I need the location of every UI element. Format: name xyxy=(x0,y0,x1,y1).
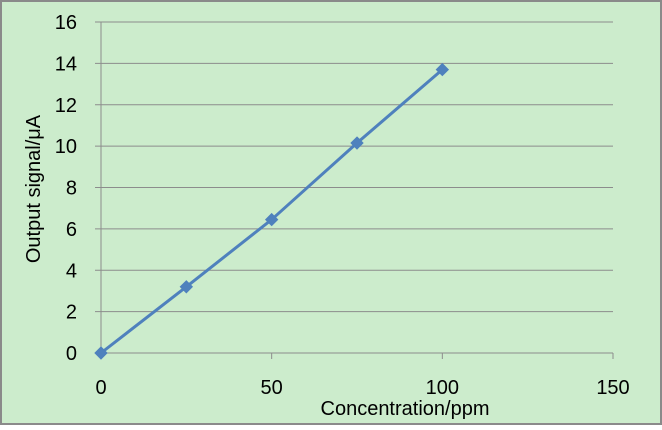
tick-labels: 0 2 4 6 8 10 12 14 16 0 50 100 150 xyxy=(55,12,630,399)
y-tick-label: 4 xyxy=(66,260,77,282)
x-tick-label: 100 xyxy=(426,377,459,399)
data-point-marker xyxy=(264,212,279,227)
data-point-marker xyxy=(179,280,194,294)
y-tick-label: 8 xyxy=(66,178,77,200)
series xyxy=(94,62,450,360)
x-tick-label: 50 xyxy=(261,377,283,399)
data-point-marker xyxy=(435,62,450,77)
y-tick-label: 16 xyxy=(55,12,77,34)
y-tick-label: 10 xyxy=(55,136,77,158)
y-tick-label: 0 xyxy=(66,343,77,365)
x-tick-label: 150 xyxy=(596,377,629,399)
data-point-marker xyxy=(350,136,364,150)
gridlines xyxy=(95,21,613,354)
data-point-marker xyxy=(94,346,108,360)
y-tick-label: 14 xyxy=(55,53,77,75)
y-tick-label: 2 xyxy=(66,302,77,324)
x-tick-label: 0 xyxy=(95,377,106,399)
y-axis-label: Output signal/μA xyxy=(23,114,45,263)
y-tick-label: 6 xyxy=(66,219,77,241)
y-tick-label: 12 xyxy=(55,95,77,117)
axes xyxy=(100,22,614,359)
x-axis-label: Concentration/ppm xyxy=(321,398,490,420)
